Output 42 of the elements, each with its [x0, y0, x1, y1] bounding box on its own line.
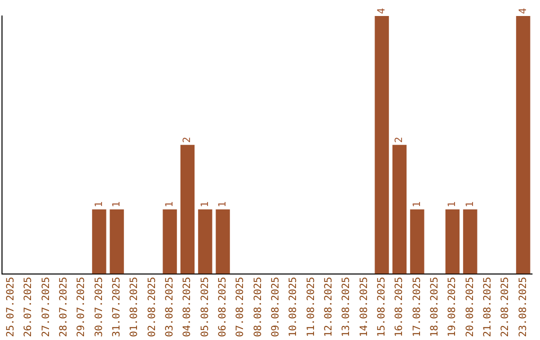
- x-tick-label: 08.08.2025: [252, 276, 264, 338]
- data-label: 1: [464, 201, 476, 208]
- x-tick-label: 09.08.2025: [270, 276, 282, 338]
- data-label: 4: [518, 8, 529, 14]
- data-label: 1: [447, 201, 458, 208]
- x-tick-label: 01.08.2025: [129, 276, 140, 338]
- x-tick-label: 12.08.2025: [323, 276, 334, 338]
- x-tick-label: 11.08.2025: [306, 276, 317, 338]
- data-label: 4: [376, 8, 388, 14]
- x-tick-label: 10.08.2025: [288, 276, 300, 338]
- x-tick-label: 28.07.2025: [58, 276, 70, 338]
- x-tick-label: 31.07.2025: [111, 276, 122, 338]
- x-tick-label: 27.07.2025: [40, 276, 52, 338]
- data-label: 1: [217, 201, 228, 208]
- data-label: 2: [182, 136, 194, 143]
- x-tick-label: 23.08.2025: [518, 276, 529, 338]
- x-tick-label: 22.08.2025: [500, 276, 512, 338]
- x-tick-label: 19.08.2025: [447, 276, 458, 338]
- data-label: 1: [200, 201, 211, 208]
- x-tick-label: 05.08.2025: [200, 276, 211, 338]
- x-tick-label: 20.08.2025: [464, 276, 476, 338]
- x-tick-label: 30.07.2025: [94, 276, 105, 338]
- data-label: 1: [164, 201, 176, 208]
- x-tick-label: 14.08.2025: [358, 276, 370, 338]
- data-label: 1: [111, 201, 122, 208]
- x-tick-label: 06.08.2025: [217, 276, 228, 338]
- x-tick-label: 18.08.2025: [429, 276, 440, 338]
- x-tick-label: 25.07.2025: [5, 276, 16, 338]
- x-tick-label: 13.08.2025: [341, 276, 352, 338]
- x-tick-label: 04.08.2025: [182, 276, 194, 338]
- x-tick-label: 07.08.2025: [235, 276, 246, 338]
- data-label: 1: [412, 201, 423, 208]
- x-tick-label: 17.08.2025: [412, 276, 423, 338]
- data-label: 1: [94, 201, 105, 208]
- x-tick-label: 03.08.2025: [164, 276, 176, 338]
- x-tick-label: 15.08.2025: [376, 276, 388, 338]
- x-tick-label: 29.07.2025: [76, 276, 88, 338]
- x-tick-label: 02.08.2025: [146, 276, 158, 338]
- data-label: 2: [394, 136, 406, 143]
- x-tick-label: 16.08.2025: [394, 276, 406, 338]
- x-tick-label: 26.07.2025: [23, 276, 34, 338]
- x-tick-label: 21.08.2025: [482, 276, 494, 338]
